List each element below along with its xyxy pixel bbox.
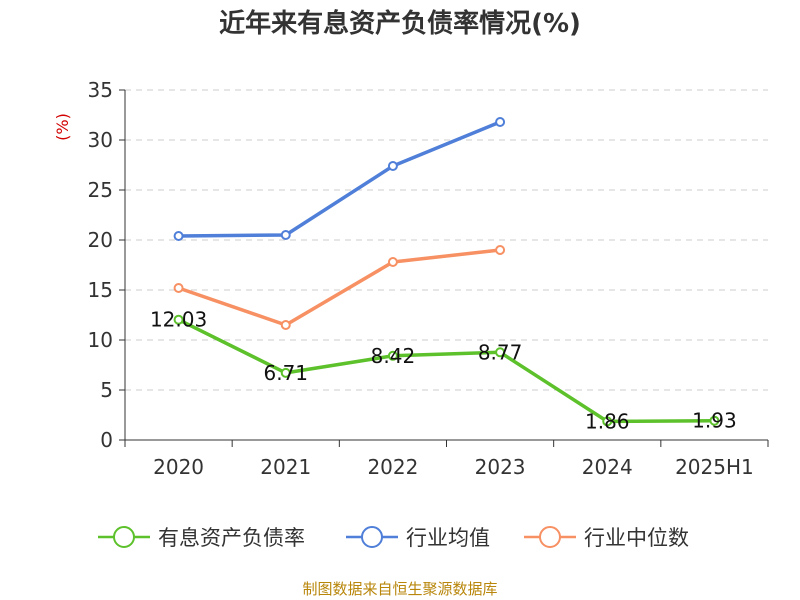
data-point bbox=[173, 283, 184, 293]
legend-label: 行业均值 bbox=[406, 526, 490, 550]
x-tick-label: 2025H1 bbox=[675, 455, 754, 479]
source-note: 制图数据来自恒生聚源数据库 bbox=[302, 580, 497, 598]
grid-layer bbox=[125, 89, 768, 391]
data-point bbox=[280, 367, 291, 378]
data-label: 12.03 bbox=[150, 308, 207, 332]
y-tick-label: 20 bbox=[88, 228, 113, 252]
chart-title: 近年来有息资产负债率情况(%) bbox=[219, 8, 581, 39]
data-point bbox=[173, 314, 184, 325]
y-axis-label: (%) bbox=[53, 113, 72, 141]
y-tick-label: 5 bbox=[100, 378, 113, 402]
data-point bbox=[173, 231, 184, 241]
data-point bbox=[495, 245, 506, 255]
series-layer bbox=[173, 117, 720, 427]
legend-marker bbox=[361, 526, 383, 548]
x-tick-label: 2024 bbox=[582, 455, 633, 479]
data-point bbox=[495, 347, 506, 358]
data-point bbox=[387, 350, 398, 361]
legend: 有息资产负债率 行业均值 行业中位数 bbox=[98, 526, 689, 550]
data-label: 8.77 bbox=[478, 340, 523, 364]
legend-label: 行业中位数 bbox=[584, 526, 689, 550]
y-tick-label: 30 bbox=[88, 128, 113, 152]
x-tick-label: 2023 bbox=[475, 455, 526, 479]
data-point bbox=[387, 161, 398, 171]
axis-layer: 0 5 10 15 20 25 30 35 2020 2021 2022 2023 2024 2025H1 bbox=[88, 78, 769, 479]
legend-marker bbox=[539, 526, 561, 548]
data-point bbox=[280, 230, 291, 240]
y-tick-label: 35 bbox=[88, 78, 113, 102]
series-line bbox=[176, 120, 502, 238]
data-label: 1.86 bbox=[585, 409, 630, 433]
series-line bbox=[176, 248, 502, 327]
series-line bbox=[176, 317, 717, 424]
x-tick-label: 2022 bbox=[367, 455, 418, 479]
legend-marker bbox=[113, 526, 135, 548]
data-point bbox=[280, 320, 291, 330]
x-tick-label: 2020 bbox=[153, 455, 204, 479]
data-label: 8.42 bbox=[371, 344, 416, 368]
data-point bbox=[602, 416, 613, 427]
y-tick-label: 10 bbox=[88, 328, 113, 352]
data-point bbox=[709, 415, 720, 426]
data-label-layer: 12.03 6.71 8.42 8.77 1.86 1.93 bbox=[150, 308, 737, 434]
x-tick-label: 2021 bbox=[260, 455, 311, 479]
legend-label: 有息资产负债率 bbox=[158, 526, 305, 550]
data-label: 6.71 bbox=[263, 361, 308, 385]
data-point bbox=[495, 117, 506, 127]
y-tick-label: 15 bbox=[88, 278, 113, 302]
y-tick-label: 25 bbox=[88, 178, 113, 202]
data-point bbox=[387, 257, 398, 267]
y-tick-label: 0 bbox=[100, 428, 113, 452]
data-label: 1.93 bbox=[692, 409, 737, 433]
